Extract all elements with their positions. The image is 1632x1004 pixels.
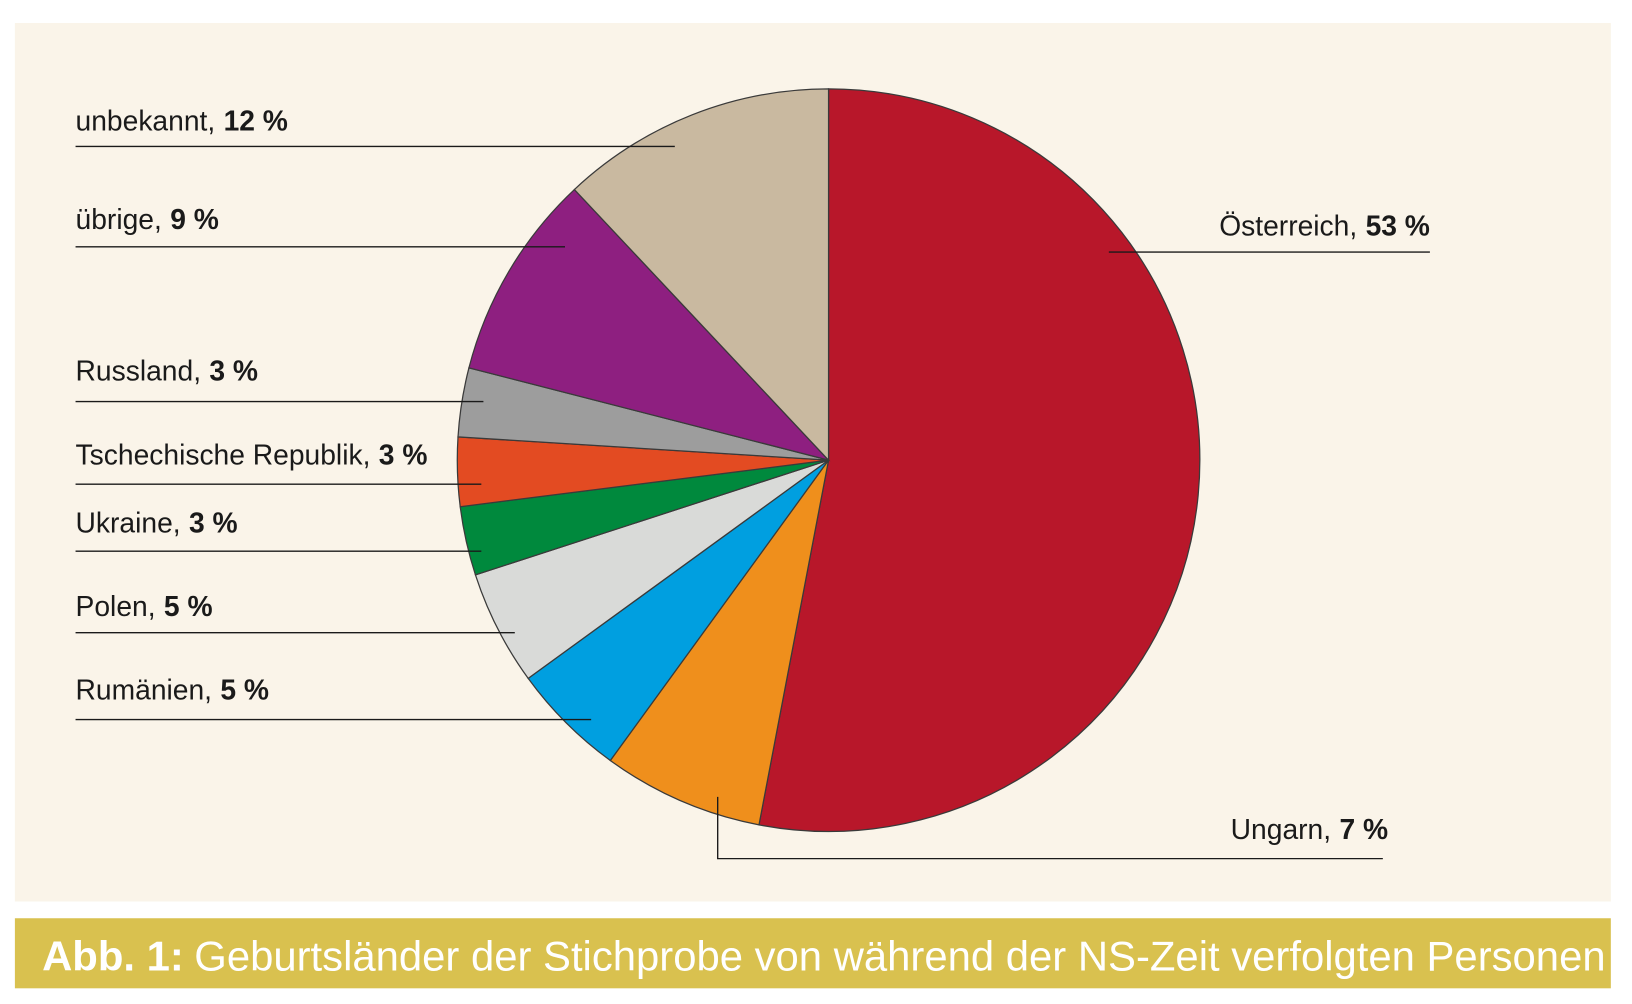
labels: Österreich, 53 %Ungarn, 7 %Rumänien, 5 %Pol… xyxy=(75,105,1430,860)
category-name: Tschechische Republik, xyxy=(76,438,371,470)
slice-label: Österreich, 53 % xyxy=(1219,209,1430,241)
caption-text: Geburtsländer der Stichprobe von während… xyxy=(194,933,1605,980)
caption-label: Abb. 1: xyxy=(42,933,184,980)
pie xyxy=(456,88,1201,833)
category-name: Polen, xyxy=(76,590,156,622)
category-name: Österreich, xyxy=(1219,209,1357,241)
value-label: 3 % xyxy=(209,355,258,387)
slice-label: Tschechische Republik, 3 % xyxy=(76,438,428,470)
caption-band xyxy=(14,918,1611,989)
leader-line xyxy=(717,796,1383,860)
value-label: 5 % xyxy=(164,590,213,622)
slice-label: Rumänien, 5 % xyxy=(76,674,269,706)
value-label: 3 % xyxy=(189,506,238,538)
slice-label: Polen, 5 % xyxy=(76,590,213,622)
category-name: unbekannt, xyxy=(76,105,216,137)
slice-label: Ukraine, 3 % xyxy=(76,506,238,538)
pie-slice xyxy=(573,88,830,462)
value-label: 3 % xyxy=(379,438,428,470)
value-label: 5 % xyxy=(220,674,269,706)
slice-label: Russland, 3 % xyxy=(76,355,258,387)
category-name: Rumänien, xyxy=(76,674,212,706)
value-label: 7 % xyxy=(1339,813,1388,845)
slice-label: übrige, 9 % xyxy=(76,203,219,235)
caption: Abb. 1: Geburtsländer der Stichprobe von … xyxy=(42,933,1606,980)
pie-slice xyxy=(758,88,1201,833)
category-name: Ungarn, xyxy=(1231,813,1331,845)
category-name: übrige, xyxy=(76,203,162,235)
pie-slice xyxy=(609,459,830,826)
value-label: 9 % xyxy=(170,203,219,235)
pie-slice xyxy=(468,188,831,462)
category-name: Russland, xyxy=(76,355,201,387)
category-name: Ukraine, xyxy=(76,506,181,538)
slice-label: unbekannt, 12 % xyxy=(76,105,288,137)
value-label: 12 % xyxy=(224,105,288,137)
slice-label: Ungarn, 7 % xyxy=(1231,813,1388,845)
value-label: 53 % xyxy=(1366,209,1430,241)
